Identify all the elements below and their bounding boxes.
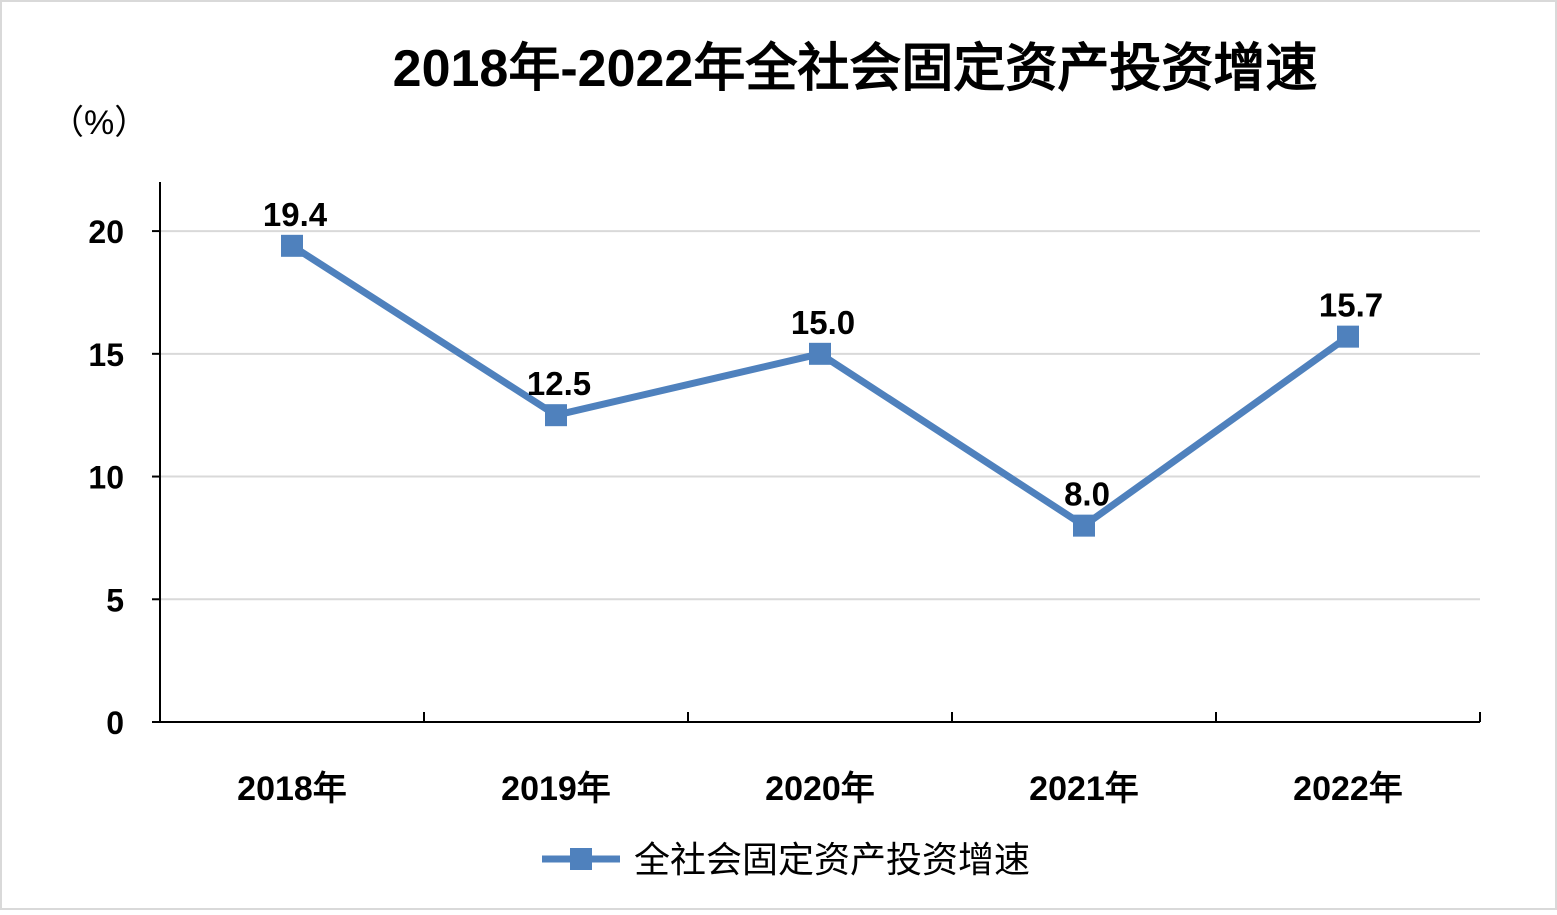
x-axis-tick-labels: 2018年 2019年 2020年 2021年 2022年 (237, 770, 1403, 808)
data-point-marker (809, 342, 831, 365)
y-axis-unit-label: （%） (50, 104, 148, 142)
data-point-marker (545, 404, 567, 427)
y-tick-label: 5 (106, 582, 124, 618)
x-tick-label: 2019年 (501, 770, 611, 808)
data-label: 19.4 (263, 196, 328, 233)
data-label: 8.0 (1064, 476, 1110, 513)
y-tick-label: 15 (88, 337, 124, 373)
legend-square-marker (570, 848, 592, 870)
legend: 全社会固定资产投资增速 (542, 839, 1030, 880)
axes (152, 182, 1481, 723)
data-point-marker (1073, 514, 1095, 537)
data-point-marker (1337, 325, 1359, 348)
y-tick-label: 10 (88, 460, 124, 496)
data-series (281, 234, 1359, 537)
data-label: 15.7 (1319, 287, 1383, 324)
y-tick-label: 0 (106, 705, 124, 741)
data-label: 15.0 (791, 304, 855, 341)
data-labels: 19.4 12.5 15.0 8.0 15.7 (263, 196, 1383, 513)
y-axis-tick-labels: 0 5 10 15 20 (88, 214, 124, 741)
data-point-marker (281, 234, 303, 257)
data-label: 12.5 (527, 365, 591, 402)
legend-series-label: 全社会固定资产投资增速 (634, 839, 1030, 880)
x-tick-label: 2020年 (765, 770, 875, 808)
x-tick-label: 2018年 (237, 770, 347, 808)
chart-title: 2018年-2022年全社会固定资产投资增速 (393, 39, 1318, 98)
y-tick-label: 20 (88, 214, 124, 250)
x-tick-label: 2021年 (1029, 770, 1139, 808)
x-tick-label: 2022年 (1293, 770, 1403, 808)
